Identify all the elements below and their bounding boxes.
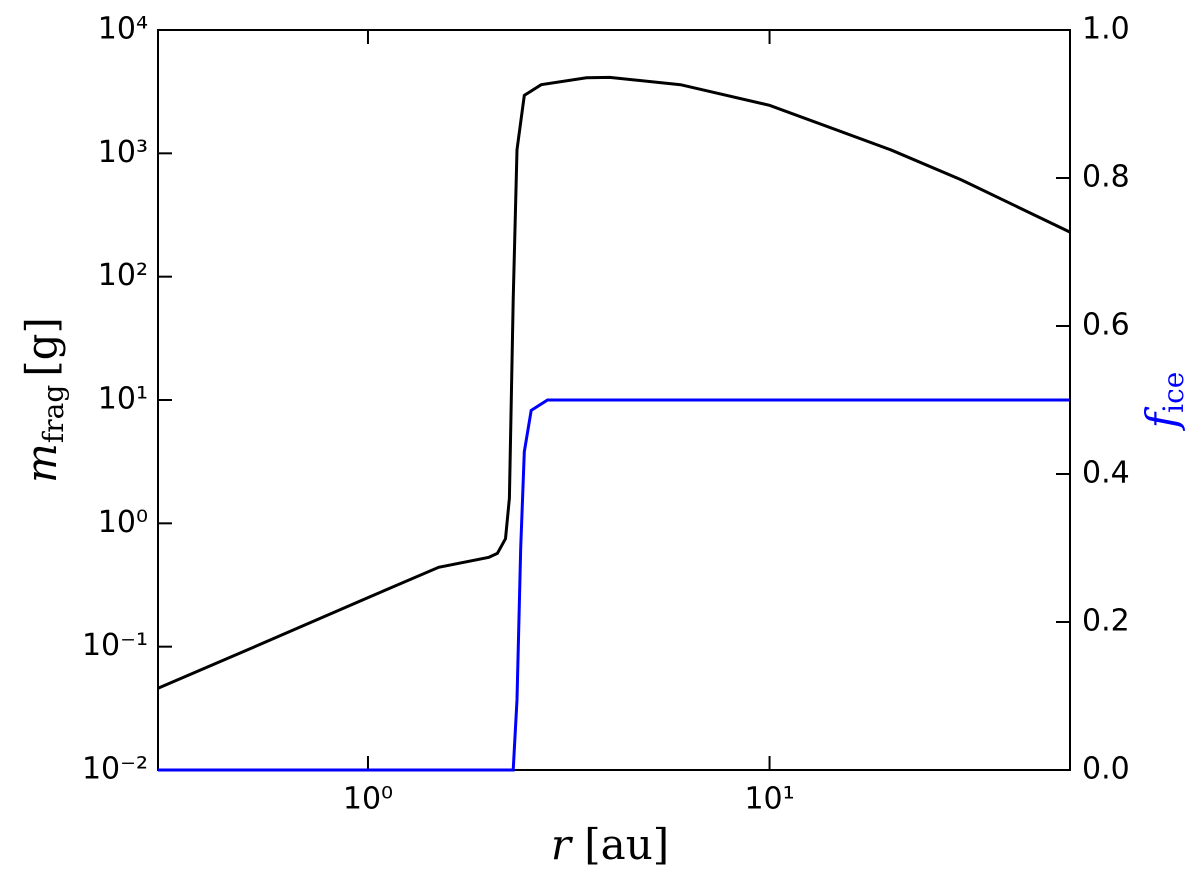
series-line — [157, 75, 1071, 690]
y-tick-label: 10² — [98, 258, 148, 293]
y-tick-label: 10¹ — [98, 382, 148, 417]
x-tick-label: 10⁰ — [343, 782, 393, 817]
x-tick-label: 10¹ — [744, 782, 794, 817]
y2-tick-label: 0.6 — [1082, 308, 1130, 343]
y-tick-label: 10⁰ — [98, 505, 148, 540]
y-label-unit: [g] — [17, 317, 66, 377]
y-tick-label: 10⁻² — [82, 752, 148, 787]
y-tick-label: 10⁻¹ — [82, 628, 148, 663]
x-axis-label: r [au] — [551, 820, 669, 869]
y-tick-label: 10³ — [98, 135, 148, 170]
series-line — [158, 398, 1070, 772]
y-label-sub: frag — [37, 385, 70, 443]
y2-label-sub: ice — [1157, 372, 1190, 413]
y-label-symbol: m — [17, 443, 66, 483]
y2-tick-label: 0.4 — [1082, 456, 1130, 491]
y2-tick-label: 1.0 — [1082, 12, 1130, 47]
y2-axis-label: fice — [1137, 372, 1190, 432]
y-axis-label: mfrag [g] — [17, 317, 70, 483]
y2-tick-label: 0.2 — [1082, 604, 1130, 639]
x-label-unit: [au] — [584, 820, 669, 869]
y2-tick-label: 0.8 — [1082, 160, 1130, 195]
y-tick-label: 10⁴ — [98, 12, 148, 47]
x-label-symbol: r — [551, 820, 574, 869]
y2-tick-label: 0.0 — [1082, 752, 1130, 787]
